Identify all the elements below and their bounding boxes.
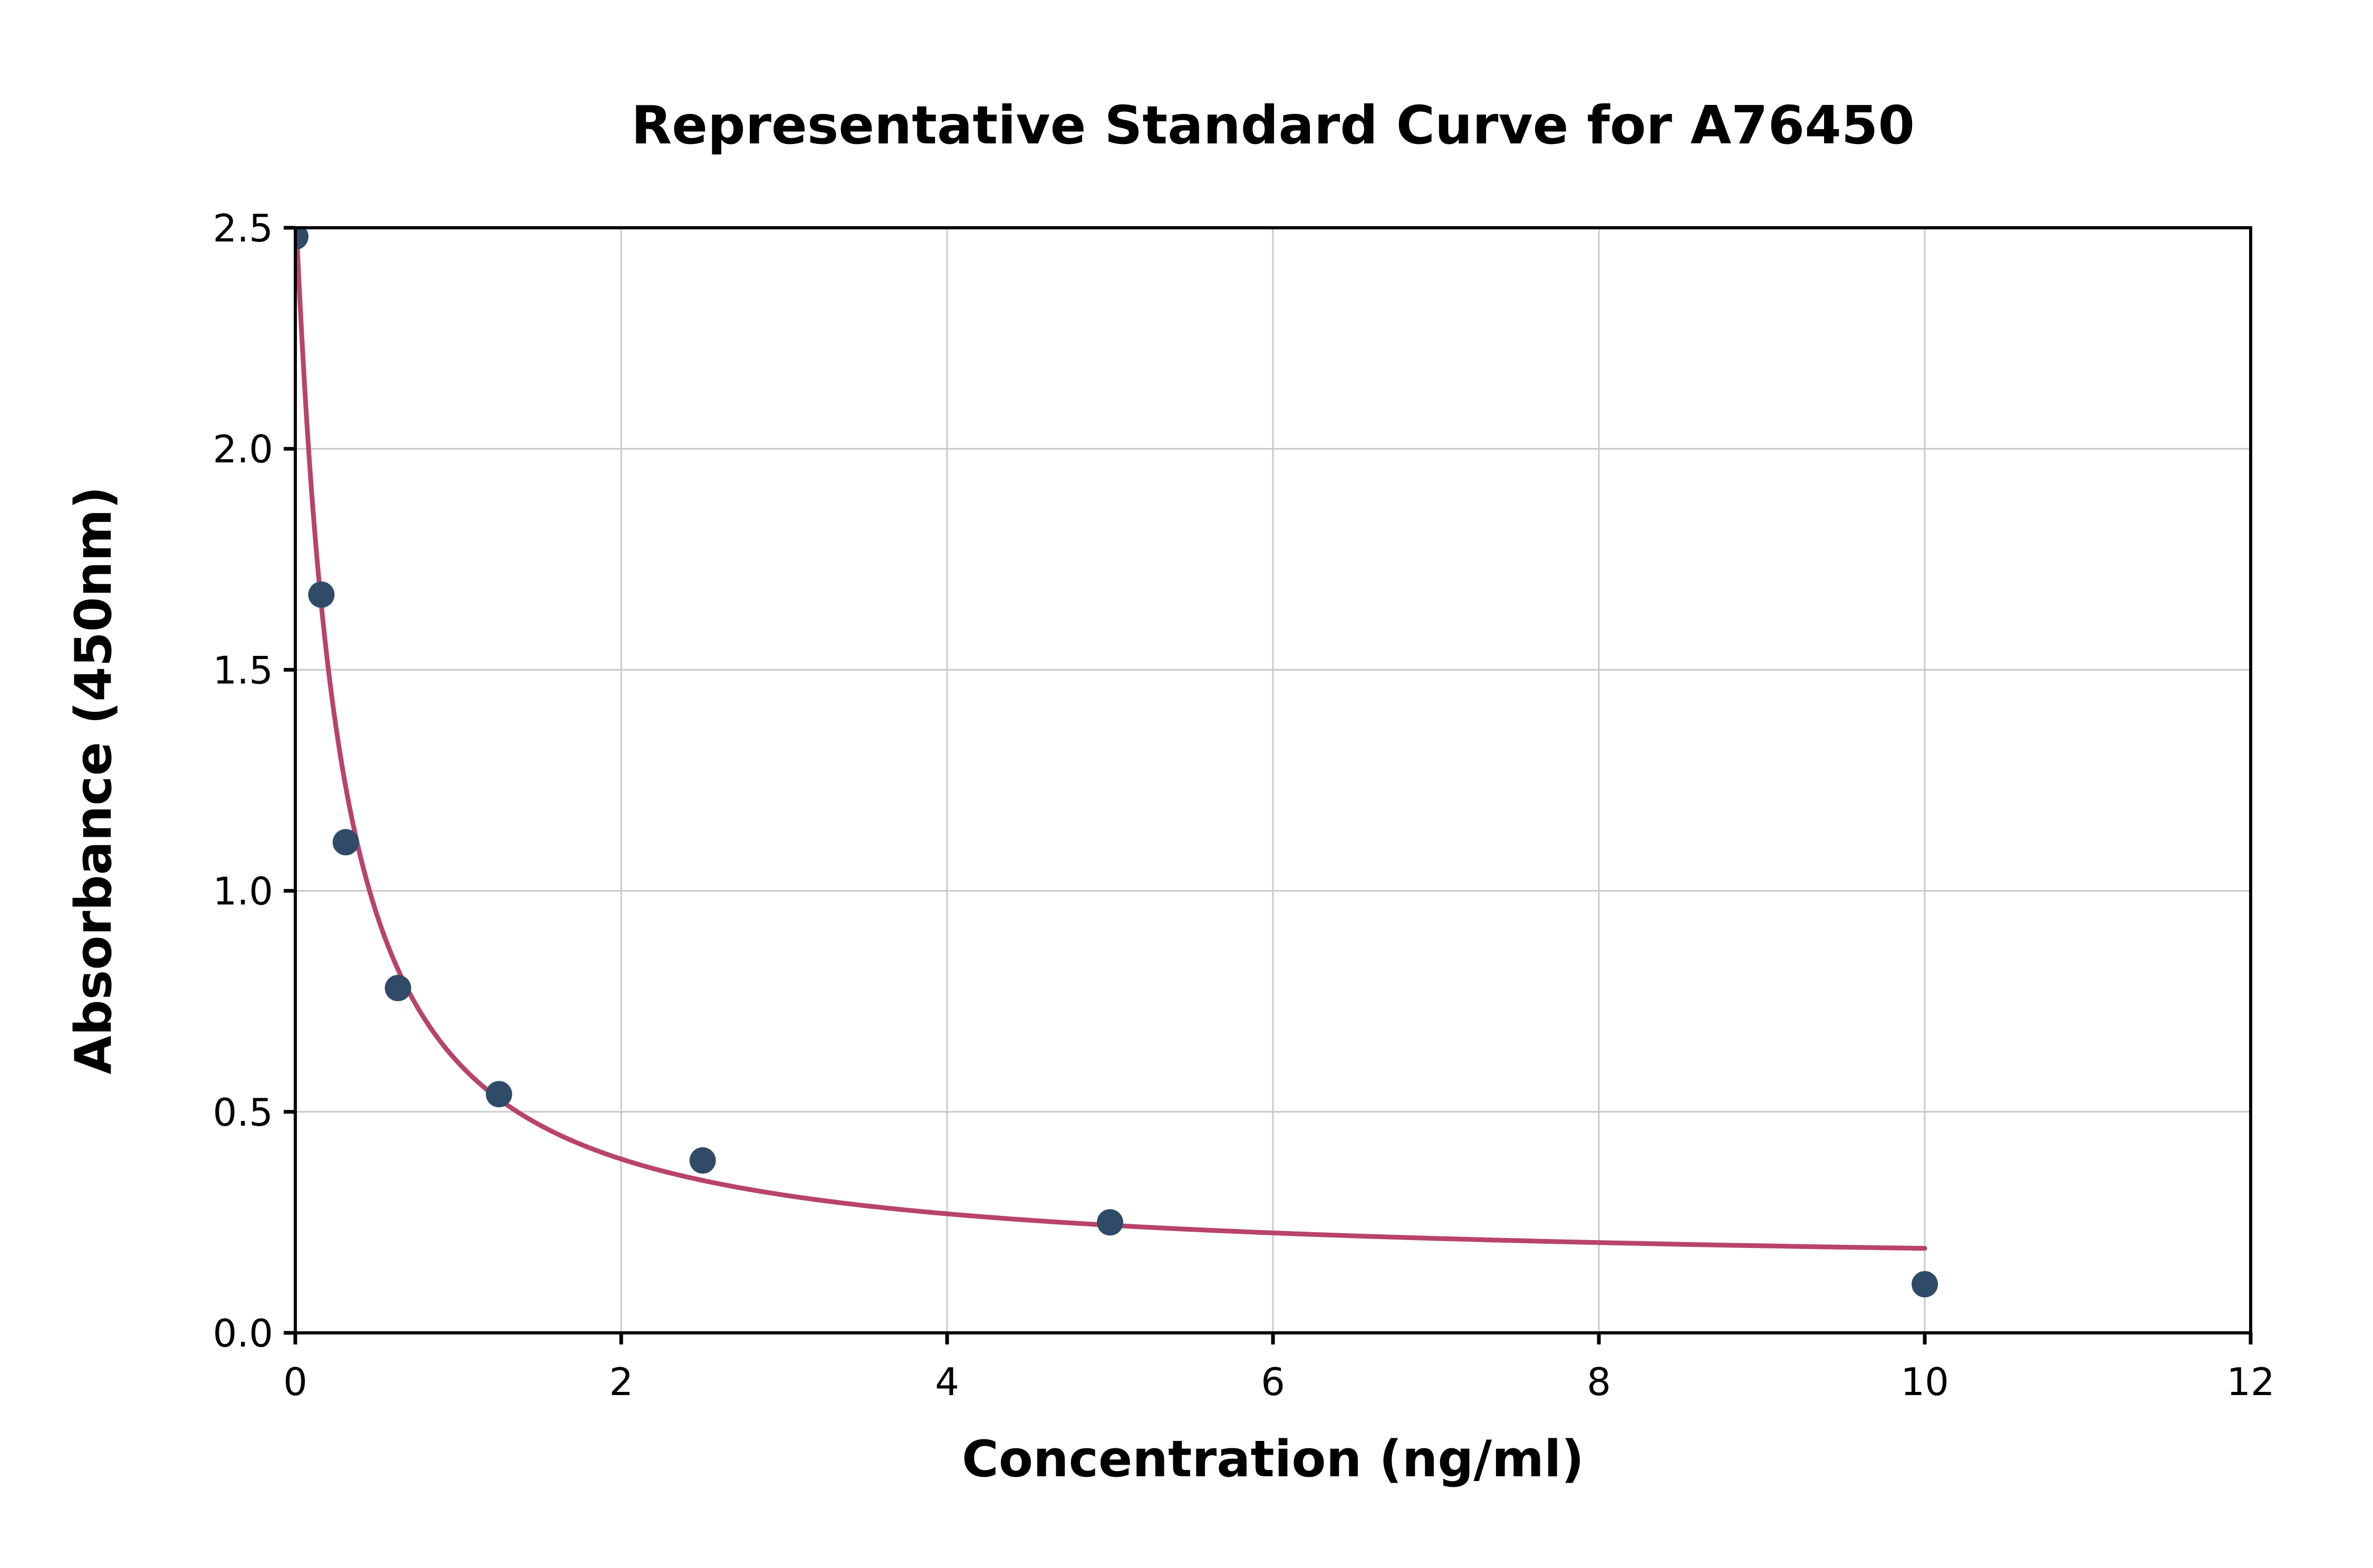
- x-tick-label: 2: [609, 1360, 633, 1404]
- y-tick-label: 1.0: [213, 869, 273, 914]
- x-tick-label: 0: [283, 1360, 307, 1404]
- data-point: [384, 975, 411, 1002]
- y-tick-label: 1.5: [213, 648, 273, 692]
- x-tick-label: 4: [935, 1360, 959, 1404]
- tick-marks: [284, 226, 2253, 1344]
- y-axis-label: Absorbance (450nm): [65, 486, 123, 1075]
- x-tick-label: 6: [1261, 1360, 1285, 1404]
- y-tick-label: 2.0: [213, 427, 273, 471]
- chart-title: Representative Standard Curve for A76450: [631, 94, 1915, 156]
- data-point: [332, 829, 359, 856]
- y-tick-label: 0.0: [213, 1311, 273, 1356]
- y-tick-label: 0.5: [213, 1090, 273, 1135]
- data-points: [295, 228, 1938, 1298]
- data-point: [1097, 1209, 1123, 1236]
- x-tick-label: 12: [2226, 1360, 2275, 1404]
- x-tick-label: 8: [1587, 1360, 1611, 1404]
- x-axis-label: Concentration (ng/ml): [962, 1430, 1584, 1488]
- plot-frame-rect: [294, 226, 2252, 1334]
- data-point: [308, 581, 335, 608]
- fit-curve: [295, 244, 1927, 1251]
- data-point: [486, 1081, 513, 1108]
- fit-curve-path: [295, 244, 1927, 1251]
- data-point: [689, 1147, 716, 1174]
- tick-labels: 0 2 4 6 8 10 12 0.0 0.5 1.0 1.5 2.0 2.5: [213, 206, 2274, 1404]
- y-tick-label: 2.5: [213, 206, 273, 250]
- plot-frame: [294, 226, 2252, 1334]
- x-tick-label: 10: [1901, 1360, 1949, 1404]
- data-point: [1912, 1271, 1938, 1298]
- data-point: [295, 228, 308, 250]
